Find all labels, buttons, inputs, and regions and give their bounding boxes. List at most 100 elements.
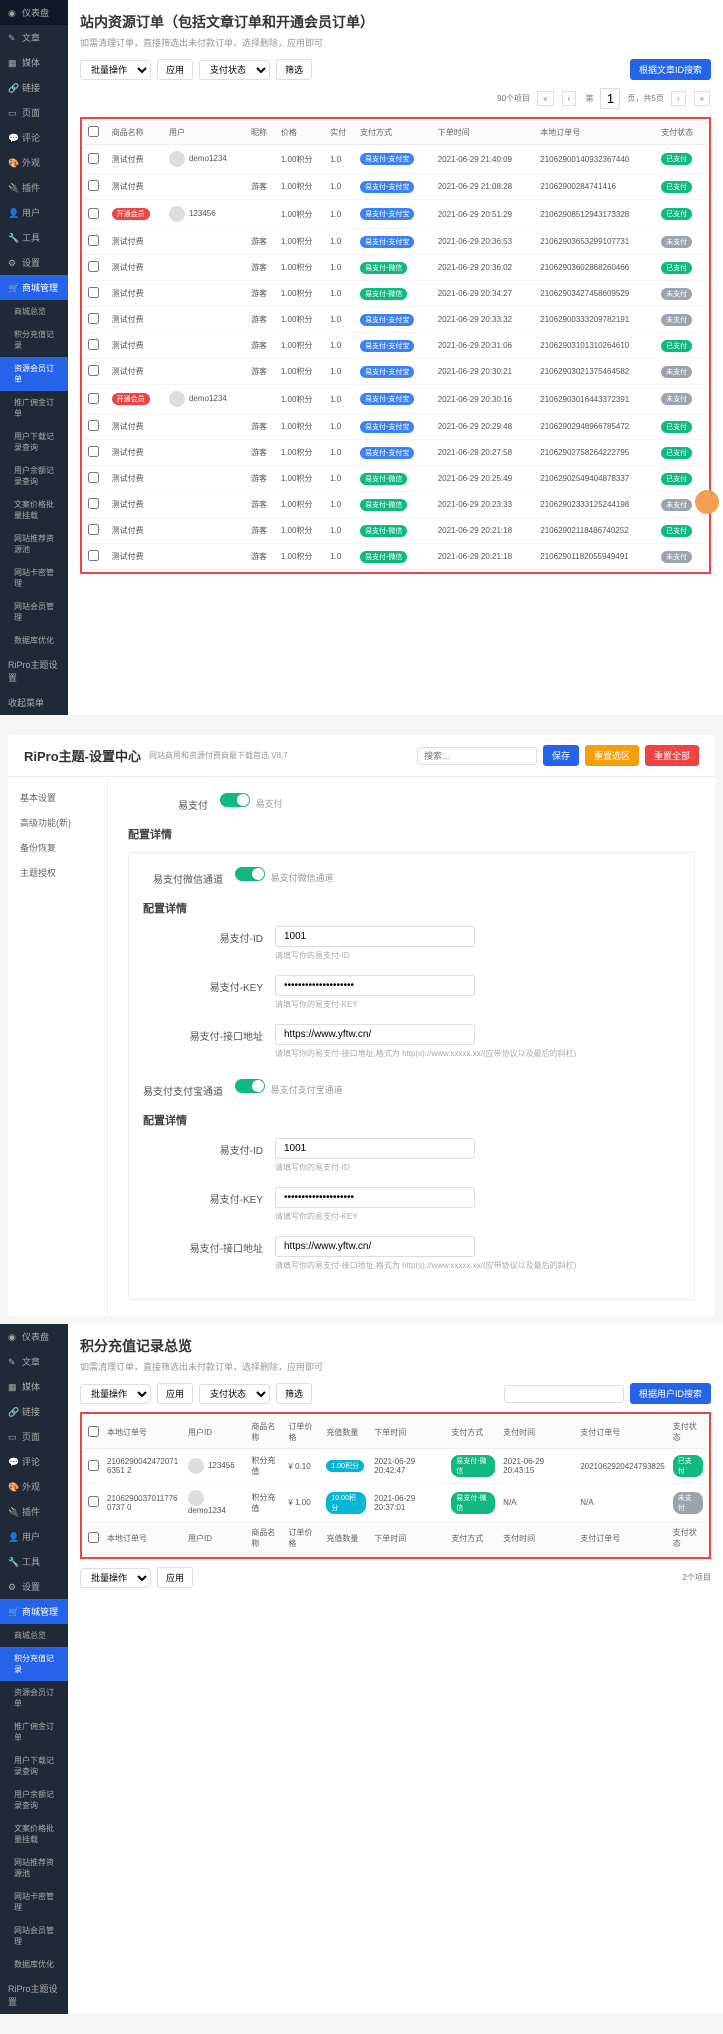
sidebar-subitem[interactable]: 用户下载记录查询 [0, 1749, 68, 1783]
row-checkbox[interactable] [88, 235, 99, 246]
settings-nav-item[interactable]: 主题授权 [8, 860, 107, 885]
sidebar-subitem[interactable]: 商城总览 [0, 300, 68, 323]
sidebar-subitem[interactable]: 商城总览 [0, 1624, 68, 1647]
pager-last[interactable]: » [694, 91, 710, 106]
save-button[interactable]: 保存 [543, 745, 579, 766]
sidebar-subitem[interactable]: 数据库优化 [0, 629, 68, 652]
pager-next[interactable]: › [671, 91, 686, 106]
sidebar-item[interactable]: ▭页面 [0, 1424, 68, 1449]
apply-button-3[interactable]: 应用 [157, 1567, 193, 1588]
row-checkbox[interactable] [88, 1460, 99, 1471]
easypay-toggle[interactable] [220, 793, 250, 807]
apply-button[interactable]: 应用 [157, 59, 193, 80]
reset-button[interactable]: 重置选区 [585, 745, 639, 766]
row-checkbox[interactable] [88, 393, 99, 404]
row-checkbox[interactable] [88, 287, 99, 298]
row-checkbox[interactable] [88, 208, 99, 219]
sidebar-item[interactable]: ✎文章 [0, 1349, 68, 1374]
filter-button[interactable]: 筛选 [276, 59, 312, 80]
row-checkbox[interactable] [88, 420, 99, 431]
filter-button-2[interactable]: 筛选 [276, 1383, 312, 1404]
select-all-checkbox[interactable] [88, 1426, 99, 1437]
row-checkbox[interactable] [88, 339, 99, 350]
sidebar-subitem[interactable]: 积分充值记录 [0, 1647, 68, 1681]
sidebar-subitem[interactable]: 网站会员管理 [0, 595, 68, 629]
row-checkbox[interactable] [88, 524, 99, 535]
bulk-select[interactable]: 批量操作 [80, 60, 151, 80]
settings-search[interactable] [417, 747, 537, 765]
sidebar-item[interactable]: ▦媒体 [0, 50, 68, 75]
easypay-id-input[interactable] [275, 926, 475, 947]
sidebar-subitem[interactable]: 文案价格批量挂载 [0, 1817, 68, 1851]
sidebar-item[interactable]: 💬评论 [0, 1449, 68, 1474]
sidebar-item[interactable]: ▭页面 [0, 100, 68, 125]
row-checkbox[interactable] [88, 365, 99, 376]
sidebar-item-ripro[interactable]: RiPro主题设置 [0, 652, 68, 690]
sidebar-item[interactable]: ▦媒体 [0, 1374, 68, 1399]
settings-nav-item[interactable]: 高级功能(新) [8, 810, 107, 835]
sidebar-item[interactable]: ⚙设置 [0, 1574, 68, 1599]
assistant-icon[interactable] [695, 490, 719, 514]
easypay-url-input[interactable] [275, 1024, 475, 1045]
row-checkbox[interactable] [88, 498, 99, 509]
sidebar-item-ripro-2[interactable]: RiPro主题设置 [0, 1976, 68, 2014]
easypay-key-input[interactable] [275, 975, 475, 996]
sidebar-item[interactable]: ⚙设置 [0, 250, 68, 275]
wx-channel-toggle[interactable] [235, 867, 265, 881]
sidebar-subitem[interactable]: 推广佣金订单 [0, 391, 68, 425]
sidebar-subitem[interactable]: 数据库优化 [0, 1953, 68, 1976]
sidebar-subitem[interactable]: 网站卡密管理 [0, 561, 68, 595]
row-checkbox[interactable] [88, 1496, 99, 1507]
sidebar-subitem[interactable]: 积分充值记录 [0, 323, 68, 357]
sidebar-item[interactable]: 🔗链接 [0, 1399, 68, 1424]
row-checkbox[interactable] [88, 446, 99, 457]
paystatus-select-2[interactable]: 支付状态 [199, 1384, 270, 1404]
sidebar-item[interactable]: 🔌插件 [0, 1499, 68, 1524]
pager-first[interactable]: « [537, 91, 553, 106]
sidebar-subitem[interactable]: 用户下载记录查询 [0, 425, 68, 459]
row-checkbox[interactable] [88, 472, 99, 483]
sidebar-item[interactable]: 💬评论 [0, 125, 68, 150]
sidebar-subitem[interactable]: 文案价格批量挂载 [0, 493, 68, 527]
sidebar-subitem[interactable]: 用户余额记录查询 [0, 459, 68, 493]
bulk-select-2[interactable]: 批量操作 [80, 1384, 151, 1404]
sidebar-subitem[interactable]: 网站会员管理 [0, 1919, 68, 1953]
sidebar-subitem[interactable]: 网站推荐资源池 [0, 527, 68, 561]
sidebar-subitem[interactable]: 网站推荐资源池 [0, 1851, 68, 1885]
apply-button-2[interactable]: 应用 [157, 1383, 193, 1404]
easypay-key-input-2[interactable] [275, 1187, 475, 1208]
sidebar-item[interactable]: 👤用户 [0, 200, 68, 225]
search-by-id-button[interactable]: 根据文章ID搜索 [630, 59, 711, 80]
paystatus-select[interactable]: 支付状态 [199, 60, 270, 80]
reset-all-button[interactable]: 重置全部 [645, 745, 699, 766]
row-checkbox[interactable] [88, 153, 99, 164]
sidebar-item[interactable]: 🔌插件 [0, 175, 68, 200]
sidebar-item[interactable]: ◉仪表盘 [0, 0, 68, 25]
row-checkbox[interactable] [88, 180, 99, 191]
row-checkbox[interactable] [88, 550, 99, 561]
sidebar-item[interactable]: 🔧工具 [0, 1549, 68, 1574]
search-input-2[interactable] [504, 1385, 624, 1403]
pager-prev[interactable]: ‹ [562, 91, 577, 106]
sidebar-item[interactable]: ◉仪表盘 [0, 1324, 68, 1349]
easypay-url-input-2[interactable] [275, 1236, 475, 1257]
sidebar-subitem[interactable]: 推广佣金订单 [0, 1715, 68, 1749]
sidebar-item[interactable]: ✎文章 [0, 25, 68, 50]
ali-channel-toggle[interactable] [235, 1079, 265, 1093]
sidebar-subitem[interactable]: 资源会员订单 [0, 1681, 68, 1715]
sidebar-item[interactable]: 🎨外观 [0, 1474, 68, 1499]
easypay-id-input-2[interactable] [275, 1138, 475, 1159]
sidebar-item[interactable]: 🔧工具 [0, 225, 68, 250]
sidebar-subitem[interactable]: 用户余额记录查询 [0, 1783, 68, 1817]
sidebar-item[interactable]: 👤用户 [0, 1524, 68, 1549]
pager-input[interactable] [600, 88, 620, 109]
select-all-checkbox[interactable] [88, 126, 99, 137]
sidebar-item[interactable]: 🔗链接 [0, 75, 68, 100]
settings-nav-item[interactable]: 备份恢复 [8, 835, 107, 860]
sidebar-item-shop-2[interactable]: 🛒商城管理 [0, 1599, 68, 1624]
sidebar-subitem[interactable]: 资源会员订单 [0, 357, 68, 391]
bulk-select-3[interactable]: 批量操作 [80, 1568, 151, 1588]
settings-nav-item[interactable]: 基本设置 [8, 785, 107, 810]
sidebar-item[interactable]: 🎨外观 [0, 150, 68, 175]
sidebar-item-shop[interactable]: 🛒商城管理 [0, 275, 68, 300]
